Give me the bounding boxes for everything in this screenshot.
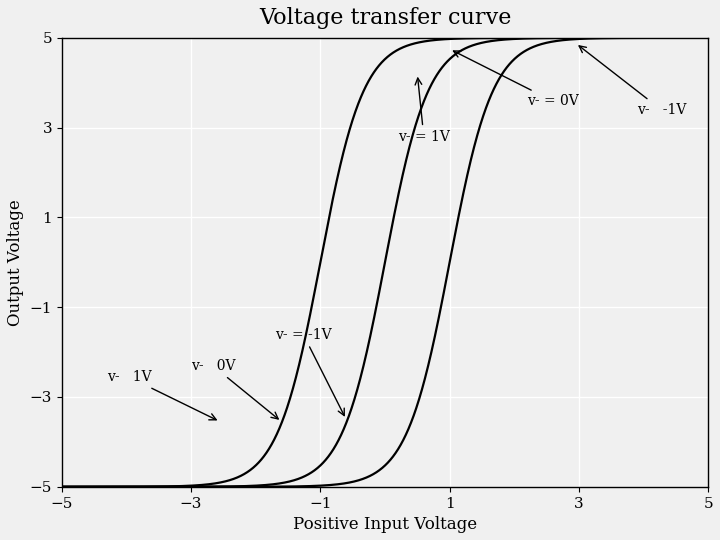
X-axis label: Positive Input Voltage: Positive Input Voltage (293, 516, 477, 533)
Text: v- = -1V: v- = -1V (275, 328, 344, 416)
Text: v-   -1V: v- -1V (579, 46, 686, 117)
Y-axis label: Output Voltage: Output Voltage (7, 199, 24, 326)
Text: v-   1V: v- 1V (107, 370, 216, 420)
Text: v-   0V: v- 0V (191, 359, 278, 419)
Text: v- = 1V: v- = 1V (398, 78, 450, 144)
Title: Voltage transfer curve: Voltage transfer curve (258, 7, 511, 29)
Text: v- = 0V: v- = 0V (454, 51, 579, 108)
